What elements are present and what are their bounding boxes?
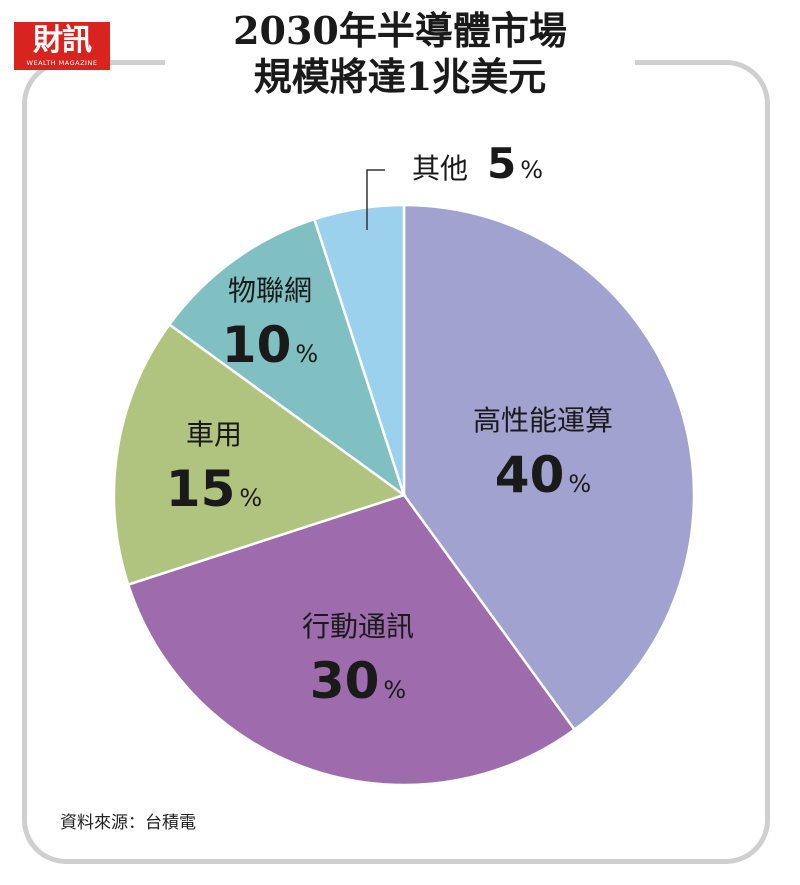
slice-label-4: 物聯網 (228, 274, 312, 307)
slice-value-4: 10% (222, 316, 318, 374)
slice-label-5: 其他 (412, 152, 468, 185)
slice-value-3: 15% (166, 460, 262, 518)
slice-label-2: 行動通訊 (302, 610, 414, 643)
title-line-1: 2030年半導體市場 (233, 8, 567, 53)
pie-slice-3 (112, 322, 407, 587)
slice-value-1: 40% (495, 446, 591, 504)
title-line-2: 規模將達1兆美元 (253, 54, 547, 99)
source-note: 資料來源：台積電 (60, 813, 196, 833)
chart-title: 2030年半導體市場 規模將達1兆美元 (165, 8, 635, 100)
pie-slice-4 (167, 217, 407, 499)
pie-slice-2 (126, 493, 577, 787)
slice-value-5: 5% (487, 139, 543, 188)
slice-label-3: 車用 (186, 418, 242, 451)
logo-text: 財訊 (33, 23, 92, 58)
logo-subtext: WEALTH MAGAZINE (26, 59, 98, 67)
slice-label-1: 高性能運算 (473, 404, 613, 437)
slice-value-2: 30% (310, 652, 406, 710)
brand-logo: 財訊 WEALTH MAGAZINE (14, 22, 110, 70)
pie-slice-5 (312, 203, 406, 496)
leader-line-5 (366, 169, 385, 230)
pie-slice-1 (402, 203, 696, 732)
title-background (165, 0, 635, 110)
